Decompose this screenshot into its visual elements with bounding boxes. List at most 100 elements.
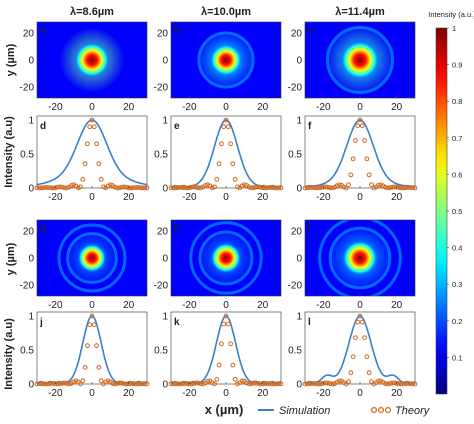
theory-marker <box>241 182 247 188</box>
x-tick-label: -20 <box>182 388 197 399</box>
colorbar-tick-label: 0.1 <box>452 353 462 362</box>
heatmap-spot <box>210 242 242 274</box>
colorbar-tick-label: 0.5 <box>452 207 462 216</box>
x-tick-label: 20 <box>123 300 135 311</box>
y-tick-label: 0 <box>296 184 302 195</box>
theory-marker <box>135 185 141 190</box>
theory-marker <box>375 182 381 188</box>
y-tick-label: 0.5 <box>154 150 168 161</box>
theory-marker <box>182 185 188 191</box>
panel-label: g <box>40 223 46 234</box>
theory-marker <box>403 381 409 386</box>
panel-frame <box>304 115 416 189</box>
theory-marker <box>408 185 413 190</box>
theory-marker <box>180 381 185 387</box>
theory-marker <box>105 183 111 189</box>
theory-marker <box>316 381 322 387</box>
theory-marker <box>302 185 308 191</box>
profile-panel-k: k -20 0 20 0 0.5 1 <box>154 311 284 399</box>
theory-marker <box>117 185 122 191</box>
ylabel-row-2: Intensity (a.u) <box>3 116 15 188</box>
theory-marker <box>369 182 374 188</box>
theory-marker <box>307 381 312 387</box>
y-tick-label: 0.5 <box>288 150 302 161</box>
theory-marker <box>48 381 54 386</box>
y-tick-label: 0 <box>162 254 168 265</box>
theory-marker <box>75 185 81 191</box>
theory-marker <box>114 380 120 386</box>
column-title-1: λ=8.6µm <box>70 6 114 18</box>
colorbar-tick-label: 1 <box>452 24 456 33</box>
theory-marker <box>121 381 127 387</box>
theory-marker <box>94 343 99 349</box>
x-tick-label: 0 <box>357 388 363 399</box>
y-tick-label: 0 <box>28 254 34 265</box>
x-tick-label: 0 <box>223 388 229 399</box>
x-axis-label: x (µm) <box>205 402 244 417</box>
panel-label: l <box>308 317 311 328</box>
theory-marker <box>359 319 365 325</box>
panel-label: k <box>174 317 180 328</box>
theory-marker <box>246 184 252 190</box>
x-tick-label: 0 <box>357 102 363 113</box>
ylabel-row-1: y (µm) <box>5 43 17 76</box>
heatmap-ring <box>328 226 392 290</box>
theory-marker <box>119 184 125 190</box>
theory-marker <box>50 185 56 191</box>
theory-marker <box>212 381 217 387</box>
theory-marker <box>175 381 181 387</box>
theory-marker <box>232 176 238 182</box>
theory-marker <box>202 183 208 188</box>
theory-marker <box>221 124 227 130</box>
theory-marker <box>382 184 388 190</box>
panel-frame <box>170 311 282 385</box>
y-tick-label: 0 <box>162 56 168 67</box>
theory-marker <box>412 381 418 387</box>
theory-marker <box>350 354 356 360</box>
theory-marker <box>401 381 406 387</box>
theory-marker <box>52 381 58 387</box>
theory-marker <box>133 185 138 190</box>
y-tick-label: 20 <box>291 28 303 39</box>
x-tick-label: 0 <box>89 102 95 113</box>
x-tick-label: -20 <box>48 102 63 113</box>
theory-marker <box>378 182 384 188</box>
theory-marker <box>391 184 397 190</box>
theory-marker <box>91 124 97 130</box>
theory-marker <box>343 185 349 191</box>
panel-label: h <box>174 223 180 234</box>
theory-marker <box>191 184 197 190</box>
theory-marker <box>341 184 347 190</box>
theory-marker <box>232 376 238 382</box>
theory-marker <box>55 184 61 190</box>
ylabel-row-4: Intensity (a.u) <box>3 318 15 390</box>
theory-marker <box>189 381 195 387</box>
theory-marker <box>311 381 317 386</box>
theory-marker <box>403 185 409 191</box>
colorbar-tick-label: 0.2 <box>452 317 462 326</box>
heatmap-ring <box>66 232 118 284</box>
theory-marker <box>318 381 324 387</box>
x-tick-label: -20 <box>48 192 63 203</box>
colorbar-tick-label: 0.3 <box>452 280 462 289</box>
x-tick-label: 20 <box>391 388 403 399</box>
y-tick-label: 0 <box>162 380 168 391</box>
theory-marker <box>389 184 395 190</box>
theory-marker <box>168 381 174 387</box>
x-tick-label: 0 <box>223 102 229 113</box>
x-tick-label: -20 <box>316 300 331 311</box>
ylabel-row-3: y (µm) <box>5 242 17 275</box>
y-tick-label: 20 <box>23 28 35 39</box>
panel-label: j <box>39 317 43 328</box>
y-tick-label: -20 <box>20 281 35 292</box>
image-panel-c: c -20 0 20 20 0 -20 <box>288 21 416 113</box>
theory-marker <box>251 380 256 386</box>
theory-marker <box>62 185 67 191</box>
x-tick-label: -20 <box>182 102 197 113</box>
x-tick-label: 20 <box>257 102 269 113</box>
x-tick-label: 0 <box>357 192 363 203</box>
theory-marker <box>271 381 277 387</box>
x-tick-label: -20 <box>182 192 197 203</box>
theory-marker <box>59 380 65 386</box>
image-panel-g: g -20 0 20 20 0 -20 <box>20 219 148 311</box>
